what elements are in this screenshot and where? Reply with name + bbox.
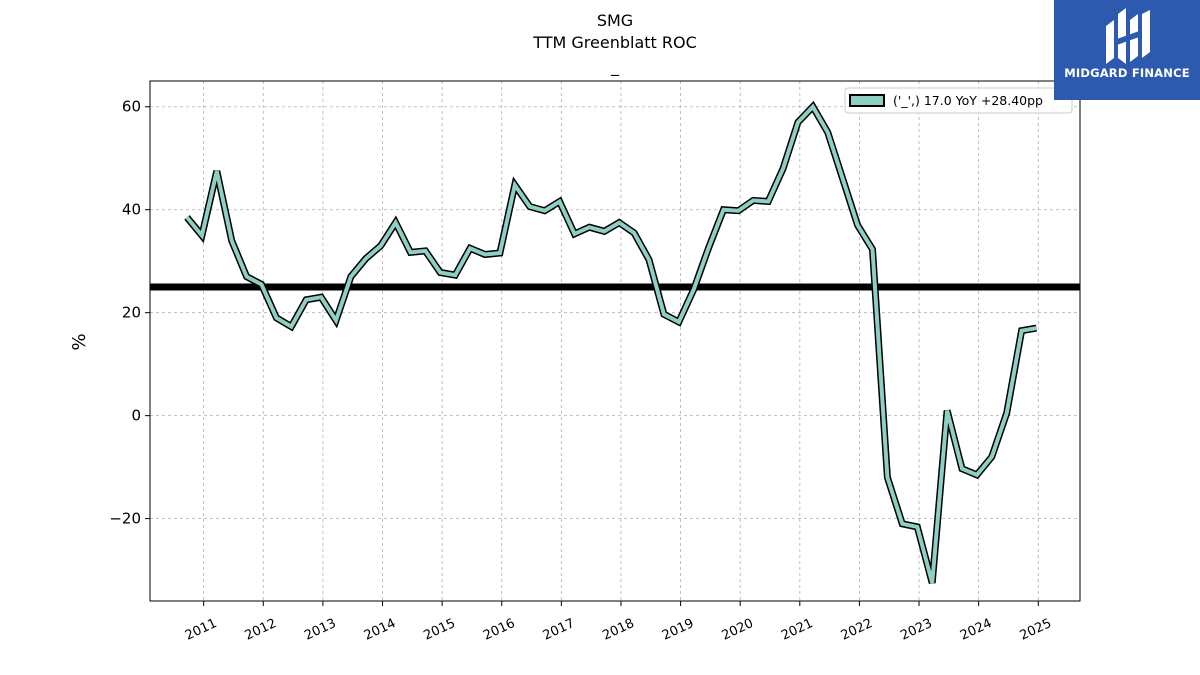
y-tick-label: 20 (122, 304, 141, 322)
x-tick-label: 2025 (1018, 616, 1054, 644)
y-tick-label: 60 (122, 98, 141, 116)
x-tick-label: 2017 (541, 616, 577, 644)
chart-subtitle-secondary: _ (611, 57, 619, 76)
series-line-outline (184, 100, 1038, 584)
axis-ticks: 2011 2012 2013 2014 2015 2016 2017 2018 2019 2020… (109, 98, 1054, 644)
x-tick-label: 2015 (421, 616, 457, 644)
x-tick-label: 2022 (839, 616, 875, 644)
logo-text: MIDGARD FINANCE (1064, 66, 1190, 80)
x-tick-label: 2013 (302, 616, 338, 644)
x-tick-label: 2016 (481, 616, 517, 644)
y-axis-label: % (69, 333, 90, 350)
plot-area-frame (149, 80, 1081, 602)
midgard-finance-logo: MIDGARD FINANCE (1054, 0, 1200, 100)
chart-title: SMG (596, 11, 634, 30)
series-line (185, 103, 1037, 584)
legend-entry-label: ('_',) 17.0 YoY +28.40pp (893, 93, 1043, 108)
x-tick-label: 2024 (958, 616, 994, 644)
legend: ('_',) 17.0 YoY +28.40pp (844, 87, 1073, 114)
x-tick-label: 2019 (660, 616, 696, 644)
x-tick-label: 2012 (243, 616, 279, 644)
x-tick-label: 2018 (600, 616, 636, 644)
series-layer (184, 100, 1038, 584)
logo-mark-icon (1106, 8, 1150, 64)
y-tick-label: 0 (131, 407, 141, 425)
x-tick-label: 2011 (183, 616, 219, 644)
legend-box (844, 87, 1073, 114)
x-tick-label: 2020 (720, 616, 756, 644)
x-tick-label: 2014 (362, 616, 398, 644)
x-tick-label: 2021 (779, 616, 815, 644)
x-tick-label: 2023 (898, 616, 934, 644)
legend-swatch (849, 94, 885, 107)
y-tick-label: −20 (109, 510, 141, 528)
y-tick-label: 40 (122, 201, 141, 219)
chart-subtitle: TTM Greenblatt ROC (533, 33, 697, 52)
